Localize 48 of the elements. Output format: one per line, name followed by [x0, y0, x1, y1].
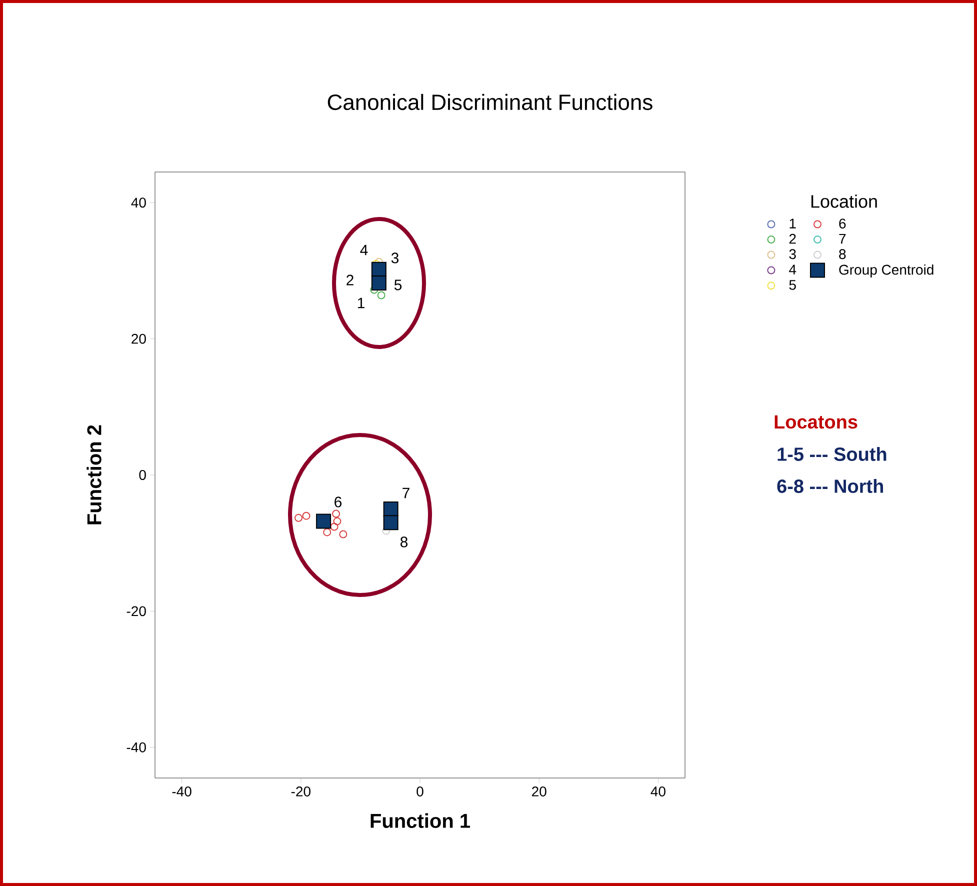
annotation: 2: [346, 274, 354, 286]
point: [323, 528, 332, 536]
annotation: 6: [334, 496, 342, 508]
legend-label: 4: [789, 264, 796, 274]
y-tick-label: -40: [126, 742, 146, 752]
x-tick-label: 40: [650, 786, 666, 796]
legend-label: 2: [789, 234, 796, 244]
point: [330, 522, 338, 531]
point: [316, 514, 332, 529]
text: 6-8 --- North: [777, 479, 883, 493]
annotation: 3: [391, 252, 399, 264]
legend-label: Group Centroid: [839, 264, 934, 278]
x-tick-label: -20: [291, 786, 310, 796]
y-tick-label: 0: [139, 470, 146, 480]
point: [302, 512, 310, 520]
y-tick-label: -20: [126, 606, 146, 616]
point: [383, 515, 398, 530]
annotation: 1: [358, 298, 364, 308]
y-tick-label: 40: [131, 198, 146, 208]
text: Locatons: [774, 415, 858, 429]
point: [371, 262, 386, 277]
legend-label: 8: [839, 249, 846, 260]
point: [294, 514, 303, 522]
point: [333, 517, 342, 526]
x-tick-label: 20: [532, 786, 546, 796]
x-tick-label: -40: [172, 786, 192, 796]
legend-label: 3: [789, 249, 796, 260]
annotation: 7: [402, 488, 410, 498]
point: [371, 275, 386, 290]
legend-title: Location: [811, 194, 877, 208]
x-tick-label: 0: [416, 786, 424, 796]
legend-label: 1: [790, 218, 796, 228]
x-axis-title: Function 1: [370, 813, 470, 828]
legend-label: 5: [789, 280, 796, 290]
point: [332, 510, 340, 518]
legend-label: 6: [839, 218, 846, 229]
legend-label: 7: [839, 234, 846, 244]
point: [383, 502, 398, 517]
point: [370, 286, 378, 294]
annotation: 8: [400, 536, 408, 548]
y-axis-title: Function 2: [86, 425, 102, 524]
point: [377, 291, 386, 300]
annotation: 4: [360, 244, 368, 256]
point: [339, 530, 348, 538]
chart-title: Canonical Discriminant Functions: [328, 94, 652, 110]
text: 1-5 --- South: [778, 447, 886, 461]
annotation: 5: [394, 280, 402, 290]
y-tick-label: 20: [132, 334, 146, 344]
